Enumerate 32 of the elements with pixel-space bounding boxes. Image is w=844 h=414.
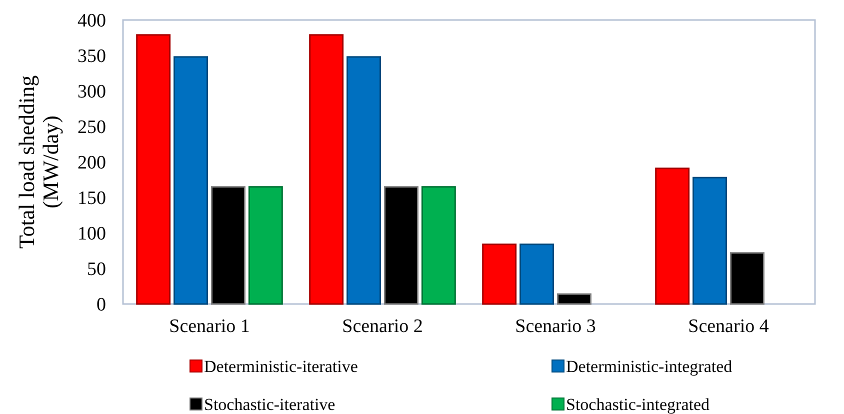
bar <box>384 186 418 305</box>
bar <box>346 56 382 305</box>
legend-label: Deterministic-iterative <box>204 356 358 376</box>
bar <box>692 176 728 305</box>
bar <box>556 293 592 305</box>
bar <box>655 168 690 305</box>
legend-label: Stochastic-iterative <box>204 394 336 414</box>
bar <box>482 244 517 305</box>
bar <box>730 252 764 305</box>
y-tick-label: 150 <box>78 188 106 210</box>
y-tick-label: 350 <box>78 46 106 68</box>
y-tick-label: 0 <box>96 294 106 316</box>
x-tick-label: Scenario 2 <box>342 316 423 337</box>
bar <box>421 186 456 305</box>
y-axis-title: Total load shedding (MW/day) <box>14 75 64 249</box>
bar <box>248 186 283 305</box>
bar <box>174 56 208 305</box>
bar <box>309 34 344 305</box>
y-tick-label: 300 <box>78 82 106 103</box>
y-tick-label: 100 <box>78 224 106 245</box>
x-tick-label: Scenario 1 <box>169 316 250 337</box>
bar <box>210 186 246 305</box>
y-tick-label: 400 <box>78 10 106 32</box>
legend-label: Deterministic-integrated <box>566 356 733 376</box>
bar <box>136 34 171 305</box>
legend-label: Stochastic-integrated <box>566 394 710 414</box>
bar <box>520 244 554 305</box>
y-tick-label: 200 <box>78 152 106 174</box>
y-tick-label: 50 <box>87 259 106 280</box>
x-tick-label: Scenario 4 <box>688 316 770 337</box>
y-tick-label: 250 <box>78 117 106 138</box>
x-tick-label: Scenario 3 <box>515 316 596 337</box>
